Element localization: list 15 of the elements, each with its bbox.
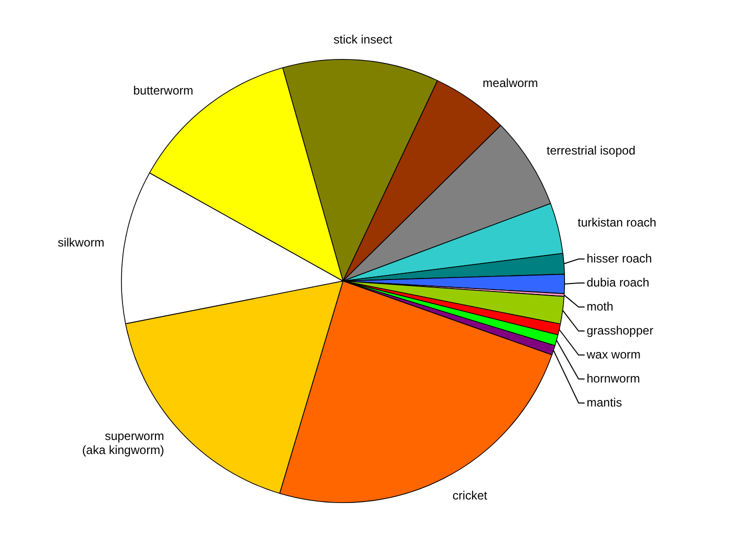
- slice-label: mealworm: [482, 76, 538, 90]
- slice-label: terrestrial isopod: [546, 143, 636, 158]
- slice-label: stick insect: [334, 32, 393, 47]
- slice-label: moth: [586, 299, 614, 314]
- slice-label: grasshopper: [586, 323, 654, 338]
- slice-label: hisser roach: [586, 251, 652, 266]
- slice-label: superworm (aka kingworm): [82, 428, 164, 457]
- slice-label: silkworm: [58, 235, 104, 250]
- slice-label: dubia roach: [586, 275, 650, 290]
- slice-label: mantis: [586, 395, 622, 410]
- slice-label: butterworm: [133, 84, 194, 98]
- slice-label: cricket: [452, 488, 488, 503]
- slice-label: wax worm: [586, 347, 641, 362]
- slice-label: hornworm: [586, 371, 640, 386]
- slice-label: turkistan roach: [578, 216, 656, 230]
